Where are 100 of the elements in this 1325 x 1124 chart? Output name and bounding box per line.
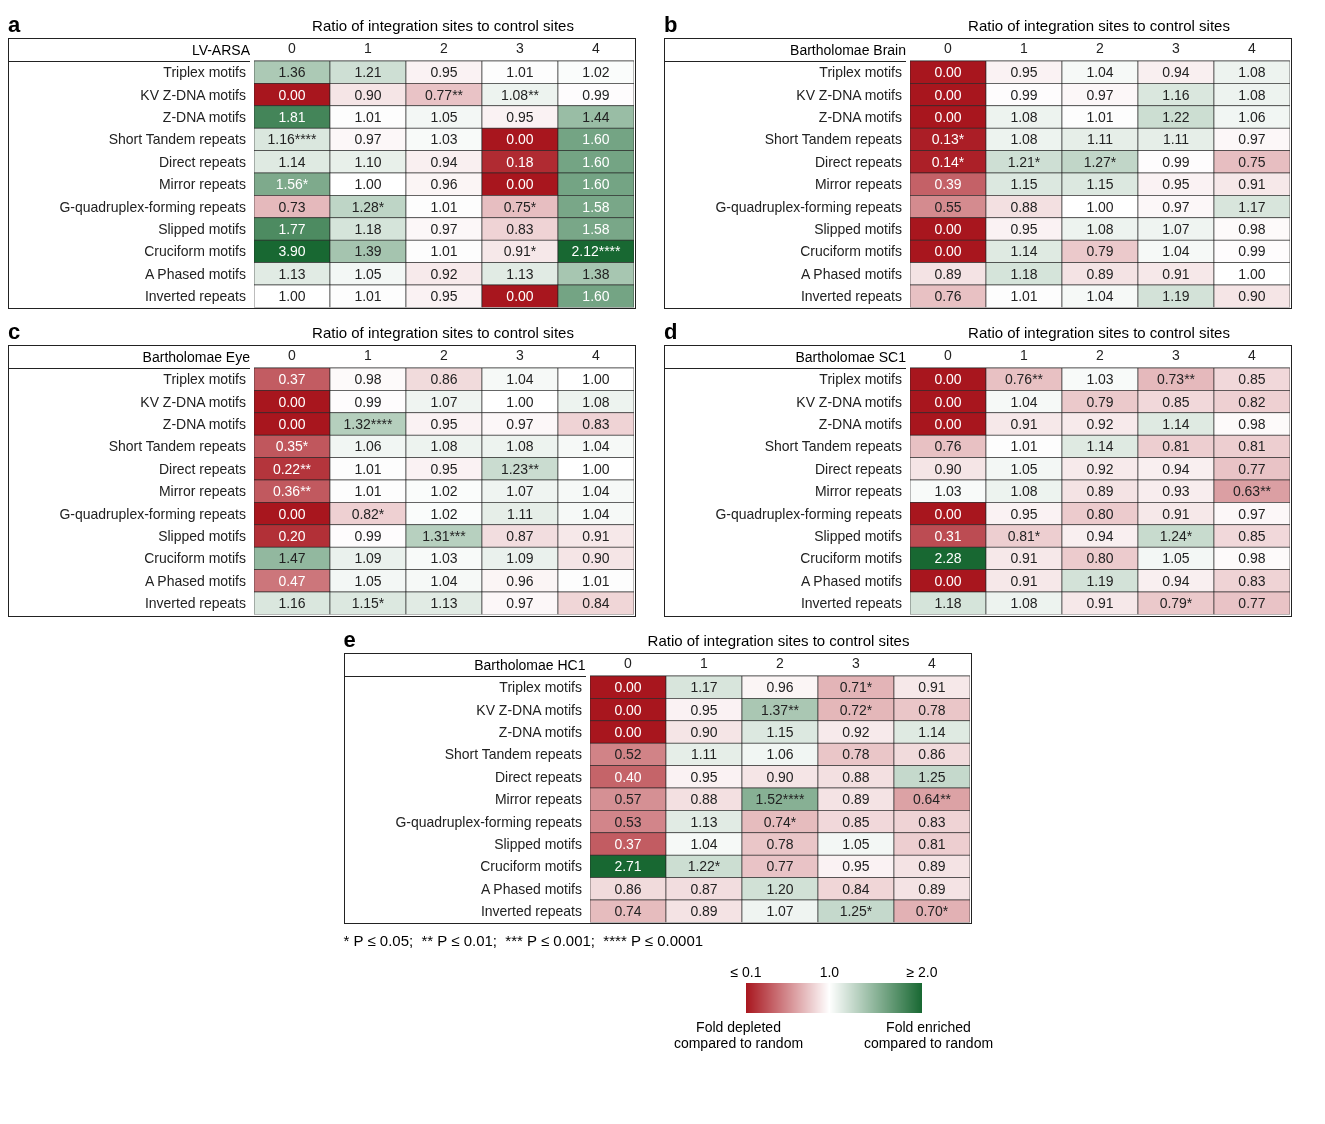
data-label: 0.76** — [1004, 371, 1044, 388]
data-label: 0.99 — [1162, 153, 1190, 170]
data-label: 0.37 — [278, 371, 306, 388]
data-label: 0.81* — [1007, 528, 1041, 545]
x-tick-label: 2 — [775, 654, 784, 671]
data-label: 1.60 — [582, 131, 610, 148]
data-label: 0.39 — [934, 176, 962, 193]
data-label: 1.04 — [1162, 243, 1190, 260]
y-tick-label: Mirror repeats — [814, 483, 902, 500]
data-label: 0.85 — [1238, 528, 1266, 545]
data-label: 0.91 — [1162, 265, 1190, 282]
data-label: 0.83 — [917, 813, 946, 830]
data-label: 0.64** — [912, 790, 952, 807]
data-label: 0.75 — [1238, 153, 1266, 170]
data-label: 1.00 — [278, 288, 306, 305]
data-label: 0.78 — [917, 701, 946, 718]
data-label: 1.02 — [430, 505, 458, 522]
data-label: 0.99 — [354, 393, 382, 410]
data-label: 0.93 — [1162, 483, 1190, 500]
data-label: 0.97 — [506, 416, 534, 433]
data-label: 1.08 — [1086, 220, 1114, 237]
data-label: 0.35* — [275, 438, 309, 455]
y-tick-label: Z-DNA motifs — [818, 416, 902, 433]
data-label: 0.99 — [1238, 243, 1266, 260]
data-label: 0.97 — [506, 595, 534, 612]
data-label: 0.70* — [915, 902, 949, 919]
y-tick-label: G-quadruplex-forming repeats — [59, 505, 246, 522]
data-label: 1.05 — [1162, 550, 1190, 567]
data-label: 0.55 — [934, 198, 962, 215]
data-label: 0.95 — [689, 701, 718, 718]
data-label: 0.90 — [582, 550, 610, 567]
data-label: 0.96 — [506, 573, 534, 590]
data-label: 0.90 — [689, 723, 718, 740]
y-tick-label: Triplex motifs — [819, 64, 903, 81]
data-label: 1.08 — [582, 393, 610, 410]
data-label: 1.05 — [1010, 461, 1038, 478]
data-label: 0.57 — [613, 790, 642, 807]
data-label: 0.95 — [430, 461, 458, 478]
data-label: 0.73** — [1156, 371, 1196, 388]
data-label: 1.21 — [354, 64, 382, 81]
data-label: 1.81 — [278, 109, 306, 125]
data-label: 1.44 — [582, 109, 610, 125]
data-label: 0.86 — [917, 746, 946, 763]
data-label: 1.01 — [354, 109, 382, 125]
x-tick-label: 3 — [851, 654, 860, 671]
data-label: 0.40 — [613, 768, 642, 785]
y-tick-label: Z-DNA motifs — [818, 109, 902, 125]
data-label: 0.84 — [582, 595, 610, 612]
x-tick-label: 1 — [1020, 40, 1029, 56]
data-label: 0.84 — [841, 880, 870, 897]
data-label: 0.91 — [917, 678, 946, 695]
data-label: 1.13 — [430, 595, 458, 612]
data-label: 0.95 — [1010, 220, 1038, 237]
data-label: 0.94 — [1086, 528, 1114, 545]
data-label: 0.00 — [934, 573, 962, 590]
data-label: 0.86 — [430, 371, 458, 388]
y-tick-label: Mirror repeats — [494, 790, 582, 807]
data-label: 0.00 — [934, 416, 962, 433]
x-tick-label: 4 — [927, 654, 936, 671]
y-tick-label: Triplex motifs — [163, 371, 247, 388]
data-label: 1.11 — [690, 746, 717, 763]
y-axis-title: Bartholomae SC1 — [665, 346, 906, 370]
y-tick-label: Direct repeats — [814, 153, 902, 170]
data-label: 1.01 — [506, 64, 534, 81]
data-label: 0.81 — [1238, 438, 1266, 455]
y-tick-label: Short Tandem repeats — [444, 746, 582, 763]
y-tick-label: KV Z-DNA motifs — [796, 393, 902, 410]
text: a — [8, 12, 22, 38]
data-label: 1.58 — [582, 220, 610, 237]
x-tick-label: 0 — [623, 654, 632, 671]
data-label: 0.83 — [506, 220, 534, 237]
data-label: 1.02 — [430, 483, 458, 500]
data-label: 0.77** — [424, 86, 464, 103]
data-label: 1.03 — [430, 550, 458, 567]
data-label: 1.04 — [582, 483, 610, 500]
data-label: 1.11 — [1086, 131, 1114, 148]
data-label: 1.04 — [689, 835, 718, 852]
data-label: 0.91 — [582, 528, 610, 545]
data-label: 0.95 — [841, 858, 870, 875]
x-tick-label: 1 — [1020, 347, 1029, 364]
data-label: 1.18 — [354, 220, 382, 237]
data-label: 1.00 — [506, 393, 534, 410]
data-label: 1.08 — [1010, 595, 1038, 612]
y-tick-label: Slipped motifs — [158, 220, 246, 237]
data-label: 0.85 — [1162, 393, 1190, 410]
data-label: 0.92 — [841, 723, 870, 740]
data-label: 0.97 — [354, 131, 382, 148]
data-label: 1.19 — [1086, 573, 1114, 590]
data-label: 1.13 — [278, 265, 306, 282]
data-label: 0.85 — [1238, 371, 1266, 388]
data-label: 0.00 — [613, 723, 642, 740]
data-label: 2.28 — [934, 550, 962, 567]
y-axis-title: Bartholomae Brain — [665, 39, 906, 62]
y-axis-title: LV-ARSA — [9, 39, 250, 62]
data-label: 1.11 — [506, 505, 534, 522]
data-label: 0.00 — [613, 701, 642, 718]
x-tick-label: 4 — [1248, 347, 1257, 364]
data-label: 0.95 — [430, 64, 458, 81]
data-label: 0.87 — [506, 528, 534, 545]
data-label: 0.00 — [506, 288, 534, 305]
